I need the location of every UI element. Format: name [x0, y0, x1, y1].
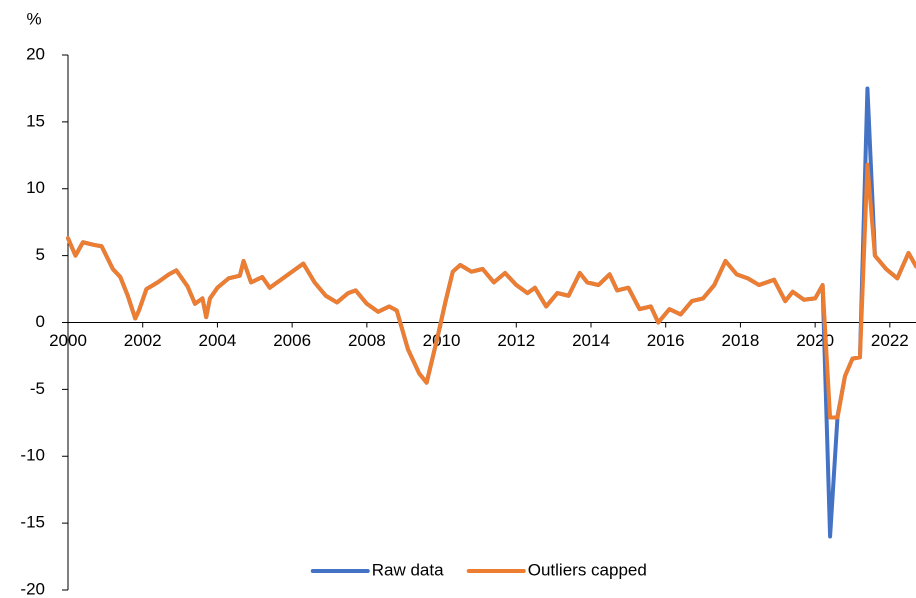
- x-tick-label: 2010: [423, 331, 461, 350]
- x-tick-label: 2002: [124, 331, 162, 350]
- x-tick-label: 2004: [199, 331, 237, 350]
- y-tick-label: 15: [26, 111, 45, 130]
- x-tick-label: 2008: [348, 331, 386, 350]
- legend-label: Outliers capped: [528, 560, 647, 579]
- series-line: [66, 162, 916, 420]
- x-tick-label: 2012: [497, 331, 535, 350]
- y-tick-label: -10: [20, 446, 45, 465]
- x-tick-label: 2006: [273, 331, 311, 350]
- x-tick-label: 2020: [796, 331, 834, 350]
- y-tick-label: 5: [36, 245, 45, 264]
- series-line: [66, 86, 916, 539]
- y-tick-label: 10: [26, 178, 45, 197]
- y-tick-label: -15: [20, 513, 45, 532]
- y-tick-label: -20: [20, 579, 45, 598]
- y-tick-label: 20: [26, 44, 45, 63]
- x-tick-label: 2016: [647, 331, 685, 350]
- x-tick-label: 2000: [49, 331, 87, 350]
- y-unit-label: %: [26, 9, 41, 28]
- y-tick-label: 0: [36, 312, 45, 331]
- y-tick-label: -5: [30, 379, 45, 398]
- x-tick-label: 2014: [572, 331, 610, 350]
- legend-label: Raw data: [372, 560, 444, 579]
- x-tick-label: 2022: [871, 331, 909, 350]
- x-tick-label: 2018: [722, 331, 760, 350]
